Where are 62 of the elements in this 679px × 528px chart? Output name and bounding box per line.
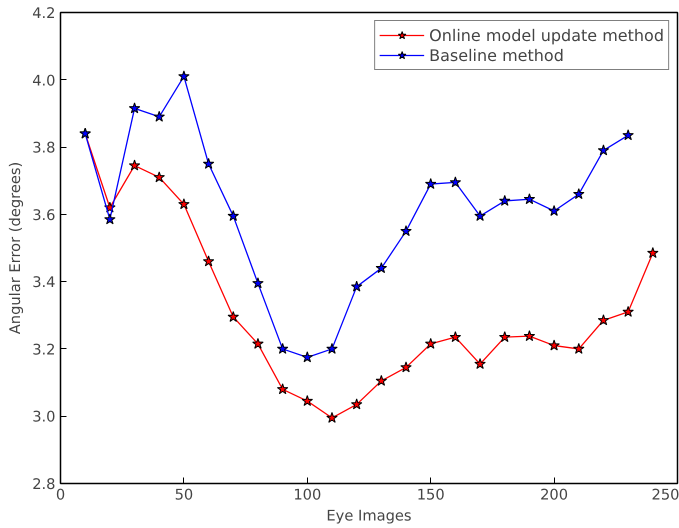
point <box>202 158 214 169</box>
y-tick-label: 3.4 <box>32 274 56 292</box>
y-tick-label: 4.2 <box>32 5 56 22</box>
x-tick-label: 50 <box>174 486 194 504</box>
point <box>573 188 585 200</box>
point <box>598 314 610 326</box>
point <box>548 204 560 216</box>
point <box>128 160 140 171</box>
point <box>276 342 288 354</box>
y-tick-label: 2.8 <box>32 476 56 493</box>
point <box>400 225 412 236</box>
point <box>326 412 338 423</box>
point <box>450 331 462 342</box>
point <box>252 277 264 288</box>
point <box>499 331 510 342</box>
point <box>647 247 659 258</box>
point <box>350 280 362 292</box>
point <box>153 171 165 182</box>
point <box>474 358 486 370</box>
point <box>326 342 338 354</box>
point <box>548 340 560 351</box>
point <box>524 193 536 204</box>
point <box>104 213 116 224</box>
point <box>400 361 412 372</box>
point <box>128 102 140 114</box>
point <box>622 306 634 317</box>
point <box>302 351 314 362</box>
x-tick-label: 150 <box>416 486 445 504</box>
point <box>598 144 610 156</box>
point <box>524 330 536 342</box>
y-tick-label: 3.8 <box>32 140 56 157</box>
y-axis-title: Angular Error (degrees) <box>7 162 24 334</box>
point <box>302 395 314 406</box>
point <box>228 210 239 221</box>
x-tick-label: 100 <box>293 486 322 504</box>
point <box>228 310 239 322</box>
x-axis-title: Eye Images <box>326 508 412 524</box>
point <box>376 262 388 274</box>
point <box>178 70 190 82</box>
point <box>178 198 190 210</box>
point <box>202 255 214 266</box>
y-tick-label: 3.2 <box>32 341 56 358</box>
legend-label: Online model update method <box>429 26 664 44</box>
point <box>424 178 436 190</box>
point <box>622 129 634 140</box>
point <box>376 374 388 386</box>
point <box>424 338 436 349</box>
point <box>474 210 486 221</box>
x-tick-label: 0 <box>56 486 66 504</box>
y-tick-label: 3.0 <box>32 408 56 426</box>
point <box>153 110 165 122</box>
x-tick-label: 250 <box>652 486 679 504</box>
point <box>276 383 288 394</box>
x-tick-label: 200 <box>540 486 568 504</box>
point <box>573 342 585 354</box>
point <box>450 176 462 188</box>
y-tick-label: 3.6 <box>32 206 56 224</box>
point <box>350 398 362 410</box>
point <box>499 194 510 206</box>
y-tick-label: 4.0 <box>32 72 56 90</box>
legend-label: Baseline method <box>429 46 564 64</box>
point <box>252 338 264 349</box>
